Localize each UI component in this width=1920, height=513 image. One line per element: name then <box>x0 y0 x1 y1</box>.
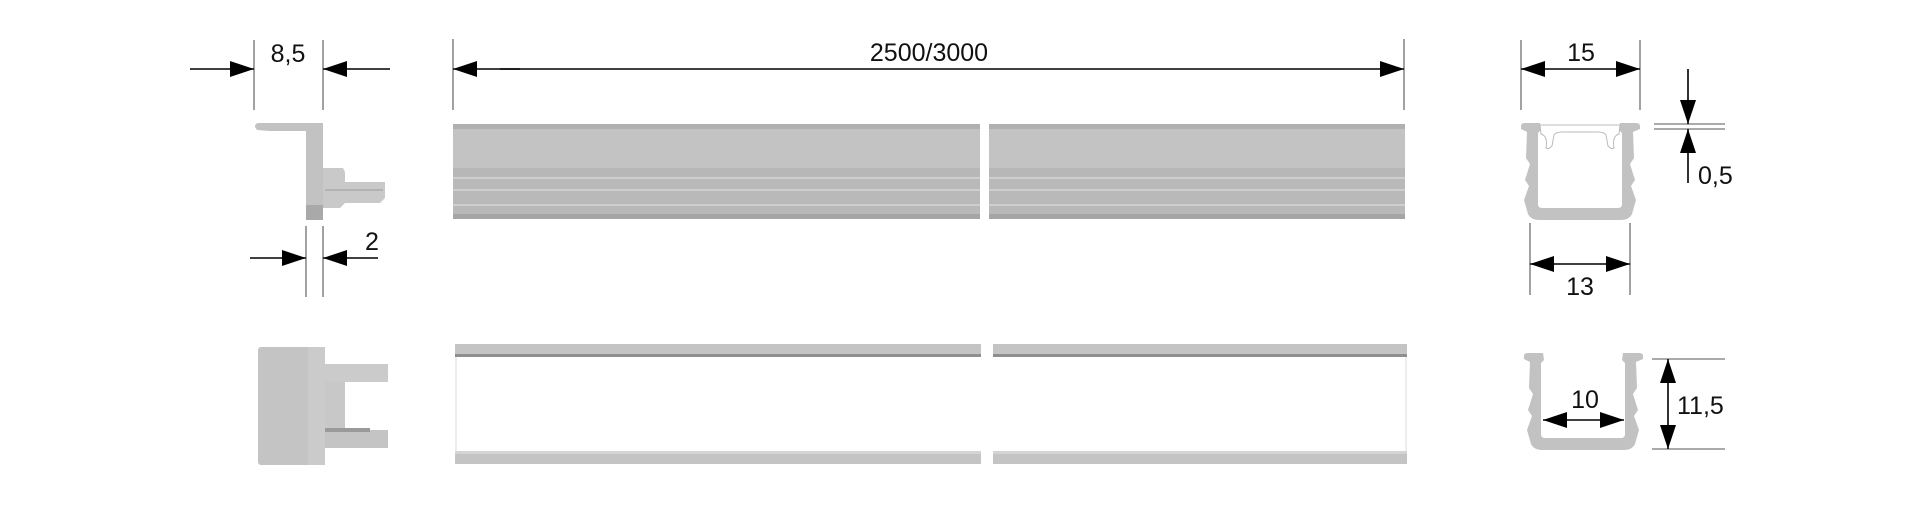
dimension-bottom-width: 13 <box>1529 223 1631 301</box>
dimension-end-cap-width: 8,5 <box>190 40 390 110</box>
dimension-label-inner-width: 10 <box>1571 386 1599 414</box>
cross-section-without-lens <box>1524 353 1643 450</box>
dimension-label-end-cap-width: 8,5 <box>271 40 306 68</box>
cross-section-with-lens <box>1521 123 1640 220</box>
end-cap-side-view <box>255 123 385 220</box>
dimension-end-cap-wall: 2 <box>250 226 379 297</box>
dimension-label-lens-offset: 0,5 <box>1698 162 1733 190</box>
profile-side-segment-left <box>453 124 980 219</box>
dimension-label-end-cap-wall: 2 <box>365 228 379 256</box>
profile-top-view <box>455 344 1407 464</box>
dimension-label-bottom-width: 13 <box>1566 273 1594 301</box>
dimension-height: 11,5 <box>1652 358 1725 450</box>
dimension-length: 2500/3000 <box>452 39 1405 110</box>
dimension-outer-width: 15 <box>1520 39 1641 110</box>
dimension-label-length: 2500/3000 <box>870 39 988 67</box>
dimension-label-outer-width: 15 <box>1567 39 1595 67</box>
profile-side-segment-right <box>989 124 1405 219</box>
profile-side-view <box>453 124 1405 219</box>
dimension-lens-offset: 0,5 <box>1654 69 1733 190</box>
dimension-label-height: 11,5 <box>1677 392 1724 420</box>
dimension-inner-width: 10 <box>1543 386 1624 428</box>
end-cap-top-view <box>258 347 388 465</box>
